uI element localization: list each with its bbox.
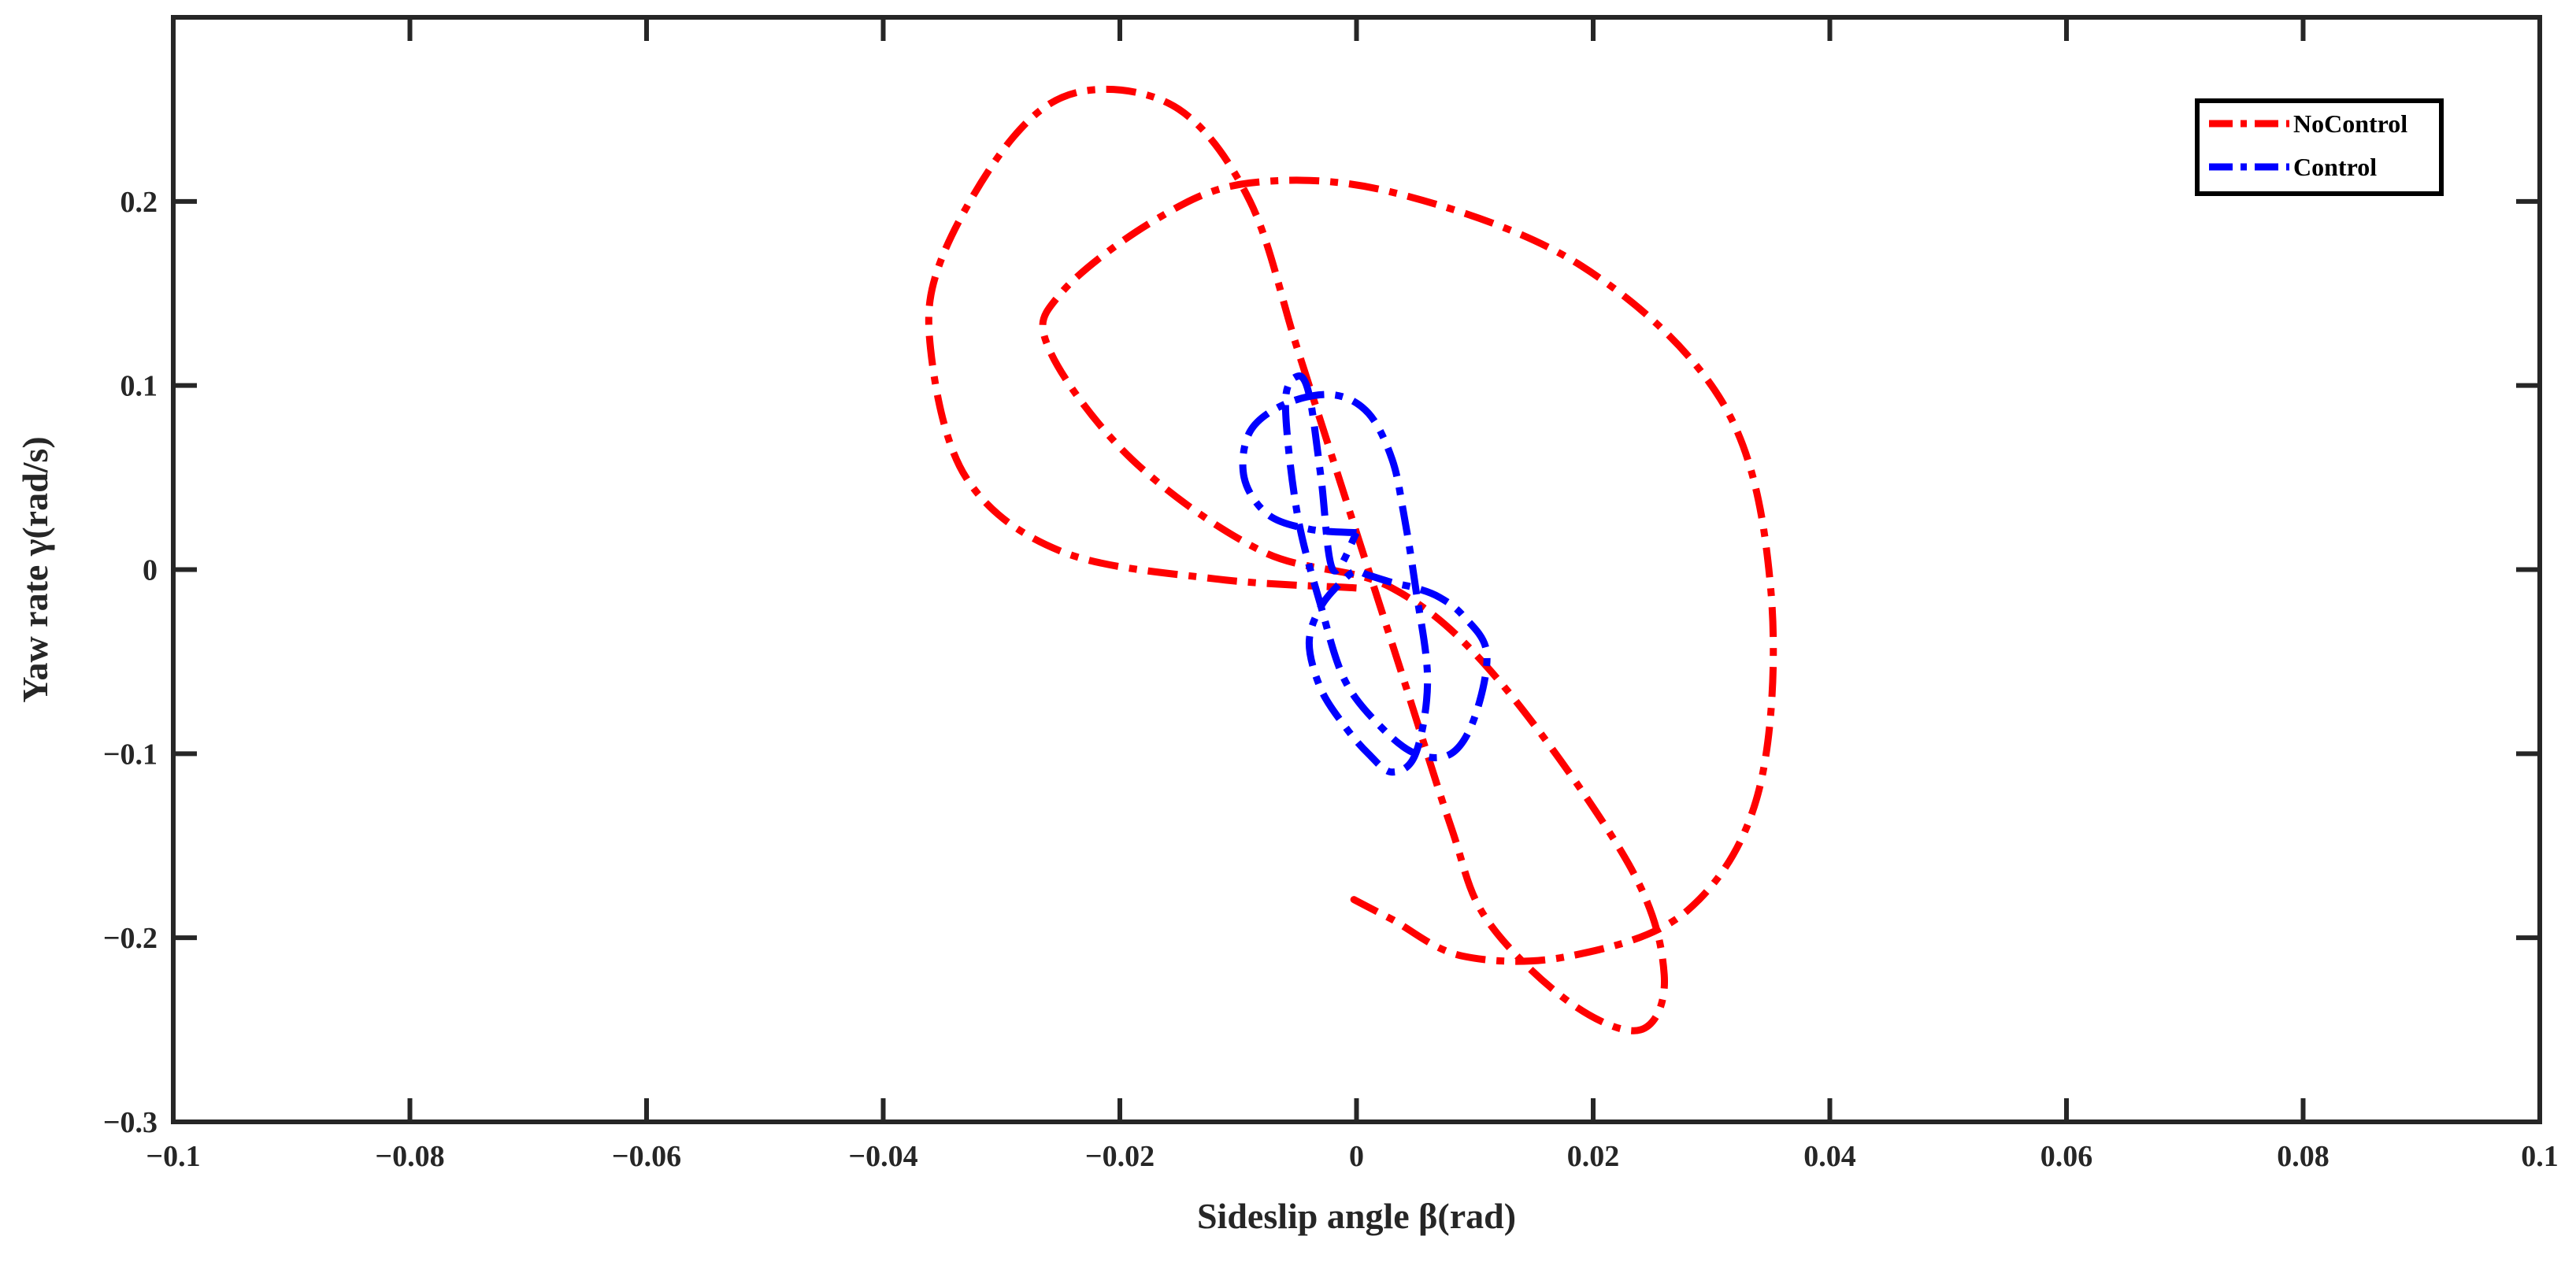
x-tick-label: 0.08 [2277, 1140, 2330, 1173]
x-tick-label: −0.06 [612, 1140, 681, 1173]
x-tick-label: −0.04 [848, 1140, 917, 1173]
y-tick-label: 0 [143, 554, 158, 587]
x-axis-label: Sideslip angle β(rad) [1197, 1196, 1516, 1236]
x-tick-label: 0.02 [1567, 1140, 1620, 1173]
x-tick-label: −0.1 [146, 1140, 200, 1173]
series-layer [925, 85, 1777, 1034]
y-tick-label: −0.2 [103, 922, 158, 955]
x-tick-label: 0.1 [2521, 1140, 2559, 1173]
x-tick-label: −0.02 [1085, 1140, 1155, 1173]
y-tick-label: −0.3 [103, 1106, 158, 1139]
legend-label-control: Control [2293, 153, 2377, 181]
series-line-control [1239, 372, 1491, 776]
x-tick-label: 0.06 [2040, 1140, 2093, 1173]
legend-box [2195, 98, 2444, 196]
legend: NoControl Control [2195, 98, 2444, 196]
series-line-nocontrol [925, 85, 1777, 1034]
legend-label-nocontrol: NoControl [2293, 109, 2407, 138]
axes-layer: −0.1 −0.08 −0.06 −0.04 −0.02 0 0.02 0.04 0.06 0.0… [103, 15, 2559, 1173]
x-tick-label: 0 [1349, 1140, 1364, 1173]
y-axis-label: Yaw rate γ(rad/s) [15, 436, 55, 702]
x-tick-label: 0.04 [1803, 1140, 1856, 1173]
y-tick-label: −0.1 [103, 738, 158, 771]
x-tick-label: −0.08 [375, 1140, 444, 1173]
y-tick-label: 0.2 [120, 186, 158, 219]
y-tick-label: 0.1 [120, 370, 158, 403]
